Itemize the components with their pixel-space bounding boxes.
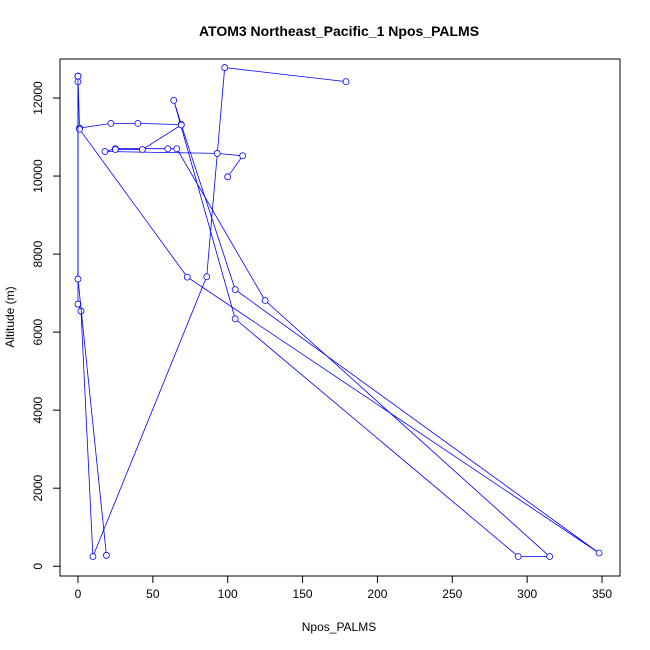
data-point <box>203 273 211 281</box>
series-line <box>77 76 107 556</box>
data-point <box>183 273 191 281</box>
data-point <box>595 549 603 557</box>
x-tick-label: 150 <box>293 587 313 601</box>
x-axis-label: Npos_PALMS <box>302 620 376 634</box>
x-tick-label: 100 <box>218 587 238 601</box>
x-tick-label: 50 <box>146 587 160 601</box>
data-point <box>213 150 221 157</box>
y-tick-label: 12000 <box>31 81 45 115</box>
data-point <box>221 64 229 71</box>
data-point <box>170 96 178 104</box>
chart-title: ATOM3 Northeast_Pacific_1 Npos_PALMS <box>199 23 479 39</box>
data-point <box>546 553 554 560</box>
data-point <box>231 286 239 294</box>
data-point <box>342 78 350 86</box>
data-point <box>138 146 146 153</box>
y-tick-label: 4000 <box>31 396 45 423</box>
y-tick-label: 8000 <box>31 240 45 267</box>
x-tick-label: 350 <box>592 587 612 601</box>
x-tick-label: 200 <box>367 587 387 601</box>
x-tick-label: 300 <box>517 587 537 601</box>
y-tick-label: 6000 <box>31 318 45 345</box>
y-tick-label: 10000 <box>31 159 45 193</box>
data-point <box>101 148 109 155</box>
data-point <box>74 300 82 308</box>
y-axis-label: Altitude (m) <box>3 286 17 347</box>
data-point <box>89 553 97 560</box>
data-point <box>514 553 522 560</box>
data-point <box>261 297 269 304</box>
y-tick-label: 2000 <box>31 475 45 502</box>
x-tick-label: 0 <box>75 587 82 601</box>
x-axis: 0 50 100 150 200 250 300 350 <box>75 575 612 601</box>
data-point <box>74 275 82 283</box>
data-point <box>239 152 247 160</box>
plot-frame <box>59 58 621 577</box>
data-point <box>134 119 142 127</box>
data-point <box>103 551 110 559</box>
series-line <box>79 124 600 554</box>
data-point <box>112 146 119 153</box>
y-axis: 0 2000 4000 6000 8000 10000 12000 <box>31 81 61 570</box>
data-point <box>76 125 83 133</box>
series-line <box>77 67 551 557</box>
data-point <box>173 145 181 153</box>
series-layer <box>74 64 603 560</box>
x-tick-label: 250 <box>442 587 462 601</box>
data-point <box>74 72 82 80</box>
data-point <box>177 121 185 129</box>
data-point <box>164 145 172 153</box>
data-point <box>224 173 232 181</box>
y-tick-label: 0 <box>31 563 45 570</box>
data-point <box>107 119 115 127</box>
data-point <box>231 315 239 323</box>
